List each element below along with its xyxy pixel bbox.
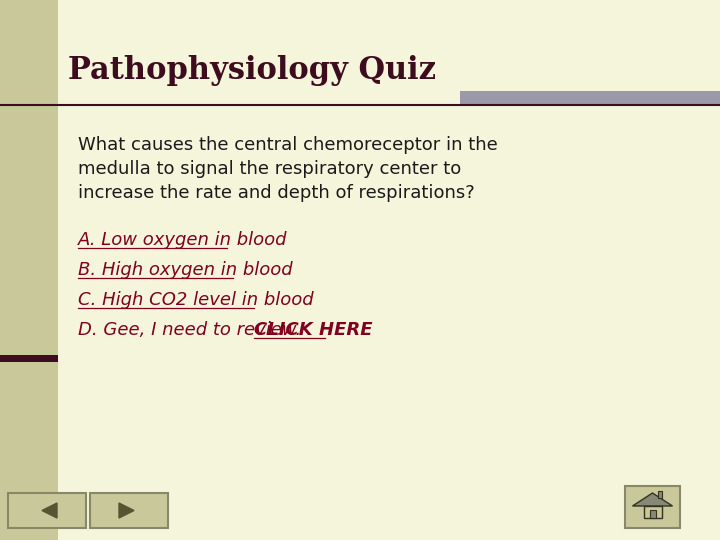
Bar bbox=[644, 506, 662, 518]
Text: Pathophysiology Quiz: Pathophysiology Quiz bbox=[68, 55, 436, 85]
Bar bbox=[460, 91, 720, 105]
Bar bbox=[649, 510, 655, 518]
Bar bbox=[625, 486, 680, 528]
Text: increase the rate and depth of respirations?: increase the rate and depth of respirati… bbox=[78, 184, 474, 202]
Bar bbox=[0, 355, 58, 362]
Polygon shape bbox=[119, 503, 134, 518]
Bar bbox=[0, 0, 58, 540]
Text: C. High CO2 level in blood: C. High CO2 level in blood bbox=[78, 291, 314, 309]
Bar bbox=[90, 493, 168, 528]
Text: CLICK HERE: CLICK HERE bbox=[253, 321, 372, 339]
Text: What causes the central chemoreceptor in the: What causes the central chemoreceptor in… bbox=[78, 136, 498, 154]
Polygon shape bbox=[632, 493, 672, 506]
Text: B. High oxygen in blood: B. High oxygen in blood bbox=[78, 261, 292, 279]
Polygon shape bbox=[42, 503, 57, 518]
Text: D. Gee, I need to review.: D. Gee, I need to review. bbox=[78, 321, 307, 339]
Bar bbox=[8, 493, 86, 528]
Text: A. Low oxygen in blood: A. Low oxygen in blood bbox=[78, 231, 287, 249]
Bar bbox=[657, 491, 662, 498]
Text: medulla to signal the respiratory center to: medulla to signal the respiratory center… bbox=[78, 160, 462, 178]
